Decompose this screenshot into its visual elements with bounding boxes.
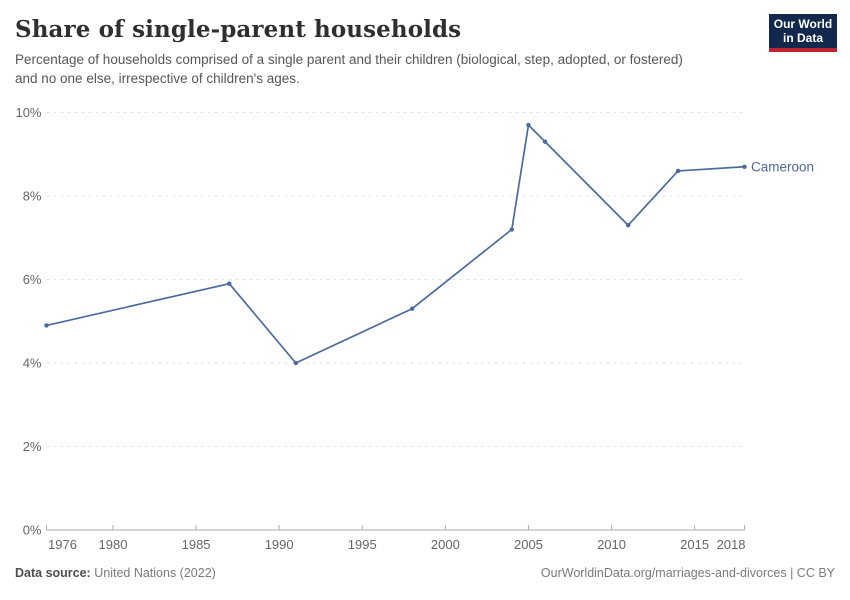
series-line[interactable] xyxy=(46,124,745,364)
data-point[interactable] xyxy=(293,360,298,366)
x-tick-label: 1980 xyxy=(99,537,128,552)
attribution-link[interactable]: OurWorldinData.org/marriages-and-divorce… xyxy=(540,566,835,580)
y-tick-label: 4% xyxy=(23,356,42,371)
chart-header: Share of single-parent households Percen… xyxy=(15,16,755,89)
data-point[interactable] xyxy=(227,281,232,286)
data-point[interactable] xyxy=(542,139,548,144)
chart-area: 0% 2% 4% 6% 8% 10% 1976 1980 1985 1990 1995 2000 200… xyxy=(0,100,850,560)
data-point[interactable] xyxy=(742,164,747,169)
owid-logo-line2: in Data xyxy=(782,30,823,45)
chart-svg: 0% 2% 4% 6% 8% 10% 1976 1980 1985 1990 1995 2000 200… xyxy=(15,105,814,552)
y-tick-label: 6% xyxy=(23,272,42,287)
chart-footer: Data source: United Nations (2022) OurWo… xyxy=(15,566,835,580)
x-tick-label: 2018 xyxy=(717,537,746,552)
data-source-value: United Nations (2022) xyxy=(94,566,216,580)
x-tick-label: 2005 xyxy=(514,537,543,552)
data-point[interactable] xyxy=(526,122,531,128)
chart-subtitle: Percentage of households comprised of a … xyxy=(15,52,683,86)
series-label[interactable]: Cameroon xyxy=(751,160,814,175)
chart-title: Share of single-parent households xyxy=(15,16,462,43)
x-tick-label: 1990 xyxy=(265,537,294,552)
data-point[interactable] xyxy=(675,168,681,174)
data-point[interactable] xyxy=(509,227,515,232)
x-tick-label: 2015 xyxy=(680,537,709,552)
data-point[interactable] xyxy=(44,323,49,328)
owid-logo-line1: Our World xyxy=(773,17,833,31)
y-tick-label: 10% xyxy=(15,105,41,120)
owid-logo[interactable]: Our World in Data xyxy=(769,14,837,52)
data-point[interactable] xyxy=(409,306,415,311)
y-tick-label: 0% xyxy=(23,523,42,538)
x-tick-label: 1985 xyxy=(182,537,211,552)
data-source-label: Data source: xyxy=(15,566,91,580)
x-tick-label: 2010 xyxy=(597,537,626,552)
x-tick-label: 2000 xyxy=(431,537,460,552)
x-tick-label: 1976 xyxy=(48,537,77,552)
data-source: Data source: United Nations (2022) xyxy=(15,566,216,580)
y-tick-label: 2% xyxy=(23,439,42,454)
data-point[interactable] xyxy=(625,223,631,228)
x-tick-label: 1995 xyxy=(348,537,377,552)
y-tick-label: 8% xyxy=(23,189,42,204)
